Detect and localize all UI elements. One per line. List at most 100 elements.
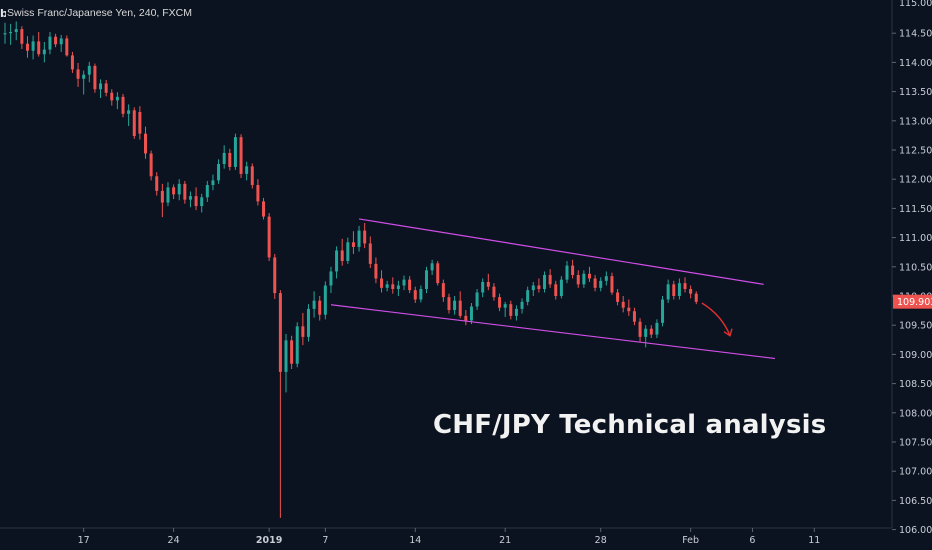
candle-down xyxy=(37,41,41,55)
candle-down xyxy=(548,274,552,285)
candle-down xyxy=(351,242,355,247)
candle-down xyxy=(571,265,575,275)
candle-up xyxy=(559,279,563,296)
candle-down xyxy=(267,216,271,258)
channel-upper-line xyxy=(358,218,764,285)
forecast-arrow-head xyxy=(723,328,733,337)
symbol-title[interactable]: Swiss Franc/Japanese Yen, 240, FXCM xyxy=(7,7,193,19)
candle-down xyxy=(155,176,159,191)
candle-down xyxy=(509,304,513,316)
candle-up xyxy=(357,230,361,247)
candle-up xyxy=(127,110,131,114)
candle-down xyxy=(537,285,541,289)
price-tick-label: 106.500 xyxy=(899,496,932,507)
candle-up xyxy=(222,152,226,165)
time-tick-label: 14 xyxy=(409,535,421,546)
candle-up xyxy=(655,322,659,335)
time-tick-label: 17 xyxy=(78,535,90,546)
current-price-label: 109.903 xyxy=(897,297,932,308)
price-tick-label: 114.000 xyxy=(899,58,932,69)
tradingview-logo: b xyxy=(0,6,6,20)
candle-down xyxy=(290,340,294,364)
candle-up xyxy=(469,306,473,321)
candle-up xyxy=(396,285,400,289)
candle-down xyxy=(160,190,164,203)
price-tick-label: 109.500 xyxy=(899,321,932,332)
candle-down xyxy=(138,112,142,134)
candle-down xyxy=(436,263,440,284)
candle-down xyxy=(441,283,445,298)
time-tick-label: 24 xyxy=(168,535,180,546)
candle-up xyxy=(205,185,209,198)
candle-up xyxy=(543,274,547,289)
candle-up xyxy=(245,166,249,174)
candle-down xyxy=(587,273,591,279)
candle-up xyxy=(42,49,46,55)
candle-down xyxy=(65,38,69,56)
candle-up xyxy=(514,308,518,316)
current-price-tag xyxy=(893,294,932,309)
time-tick-label: 2019 xyxy=(256,535,282,546)
candle-up xyxy=(284,340,288,372)
candle-down xyxy=(262,201,266,217)
candle-down xyxy=(76,69,80,79)
candle-down xyxy=(380,278,384,288)
candle-up xyxy=(295,326,299,364)
candle-up xyxy=(402,279,406,286)
price-tick-label: 108.000 xyxy=(899,408,932,419)
candle-up xyxy=(9,32,13,34)
price-tick-label: 107.500 xyxy=(899,438,932,449)
candle-down xyxy=(391,284,395,289)
time-tick-label: 6 xyxy=(749,535,755,546)
candle-up xyxy=(526,290,530,302)
candle-down xyxy=(250,166,254,186)
price-tick-label: 114.500 xyxy=(899,29,932,40)
candle-down xyxy=(627,307,631,312)
candle-up xyxy=(582,273,586,285)
candle-up xyxy=(306,308,310,337)
candle-down xyxy=(638,321,642,337)
candle-down xyxy=(694,293,698,302)
candle-up xyxy=(419,288,423,300)
candle-down xyxy=(492,286,496,298)
candle-down xyxy=(408,279,412,291)
candle-up xyxy=(335,250,339,272)
candle-down xyxy=(194,196,198,207)
candle-up xyxy=(87,65,91,75)
candle-up xyxy=(346,242,350,261)
candle-up xyxy=(82,74,86,79)
candle-up xyxy=(166,187,170,203)
candle-down xyxy=(273,257,277,294)
candle-down xyxy=(132,110,136,136)
candle-up xyxy=(329,271,333,286)
candle-down xyxy=(632,311,636,322)
candle-up xyxy=(661,299,665,323)
candle-up xyxy=(312,300,316,309)
candle-down xyxy=(672,284,676,296)
candle-down xyxy=(149,153,153,177)
candle-down xyxy=(172,187,176,195)
candle-up xyxy=(48,36,52,50)
candle-down xyxy=(464,315,468,321)
candle-up xyxy=(211,180,215,186)
candle-up xyxy=(503,304,507,308)
candle-down xyxy=(340,250,344,261)
candle-down xyxy=(649,328,653,335)
candle-down xyxy=(256,185,260,202)
candle-down xyxy=(278,293,282,372)
candle-down xyxy=(318,300,322,315)
price-tick-label-top: 115.000 xyxy=(899,0,932,9)
candle-down xyxy=(458,300,462,316)
candle-down xyxy=(593,278,597,288)
price-tick-label: 106.000 xyxy=(899,525,932,536)
candle-down xyxy=(486,281,490,287)
time-tick-label: 7 xyxy=(322,535,328,546)
candle-up xyxy=(520,301,524,309)
candle-down xyxy=(413,290,417,300)
candle-down xyxy=(121,96,125,114)
candle-up xyxy=(531,285,535,291)
candle-up xyxy=(425,270,428,289)
candle-down xyxy=(228,152,232,167)
